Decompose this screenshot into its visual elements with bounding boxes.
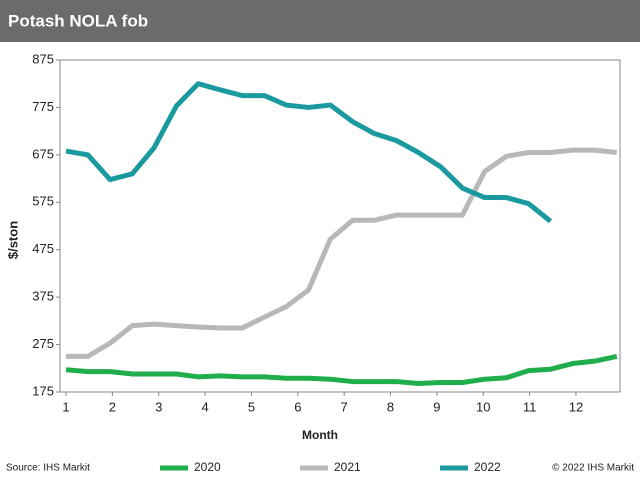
x-tick-label: 11 [523, 399, 537, 414]
y-axis-label: $/ston [5, 221, 20, 259]
series-line [65, 81, 553, 224]
legend-label: 2022 [474, 460, 501, 474]
legend-label: 2020 [194, 460, 221, 474]
y-tick-label: 875 [32, 51, 54, 66]
x-tick-label: 10 [476, 399, 490, 414]
x-tick-label: 3 [155, 399, 162, 414]
y-tick-label: 175 [32, 383, 54, 398]
plot-frame [59, 59, 621, 393]
x-tick-label: 7 [341, 399, 348, 414]
y-tick-label: 375 [32, 289, 54, 304]
y-tick-label: 675 [32, 146, 54, 161]
header-bar [0, 0, 640, 42]
x-tick-label: 12 [569, 399, 583, 414]
legend-label: 2021 [334, 460, 361, 474]
y-tick-label: 575 [32, 194, 54, 209]
x-tick-label: 6 [294, 399, 301, 414]
y-tick-label: 475 [32, 241, 54, 256]
chart-title: Potash NOLA fob [8, 11, 148, 30]
series-line [66, 147, 618, 359]
x-axis-label: Month [302, 428, 338, 442]
x-tick-label: 5 [248, 399, 255, 414]
copyright: © 2022 IHS Markit [552, 463, 634, 474]
y-tick-label: 275 [32, 336, 54, 351]
series-line [65, 353, 618, 386]
y-tick-label: 775 [32, 99, 54, 114]
source-note: Source: IHS Markit [6, 463, 90, 474]
x-tick-label: 8 [387, 399, 394, 414]
x-tick-label: 1 [62, 399, 69, 414]
x-tick-label: 4 [201, 399, 208, 414]
x-tick-label: 2 [109, 399, 116, 414]
x-tick-label: 9 [433, 399, 440, 414]
